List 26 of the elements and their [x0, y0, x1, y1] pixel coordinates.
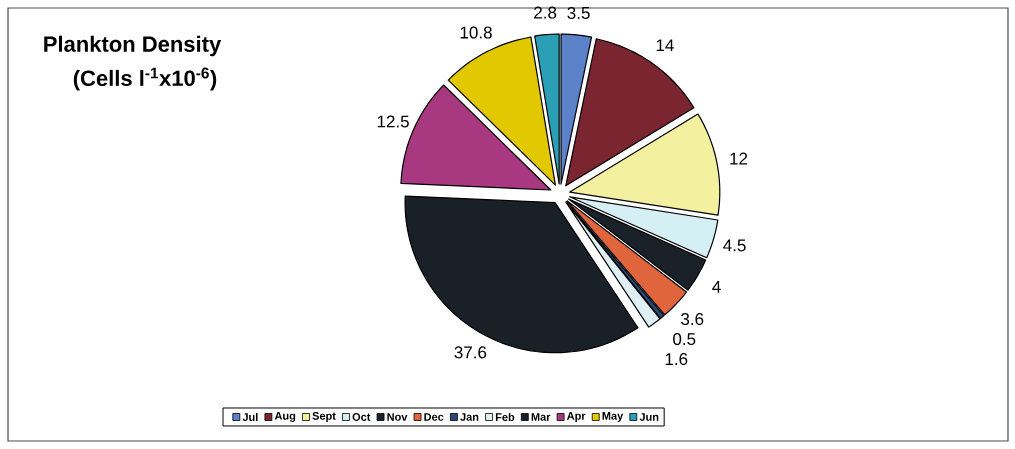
- data-label: 3.5: [567, 6, 590, 19]
- legend-label: May: [602, 412, 624, 422]
- data-label: 2.8: [534, 6, 557, 19]
- legend-label: Jun: [639, 413, 659, 421]
- data-label: 12: [730, 152, 748, 165]
- text: (Cells l$^{-1}$x10$^{-6}$): [73, 67, 217, 91]
- legend-label: Oct: [352, 413, 371, 421]
- data-label: 37.6: [454, 346, 487, 359]
- legend-label: Dec: [424, 413, 444, 421]
- legend-label: Feb: [495, 412, 515, 422]
- data-label: 4: [712, 280, 721, 293]
- legend-label: Mar: [531, 413, 551, 421]
- data-label: 3.6: [681, 313, 704, 326]
- legend-label: Sept: [312, 412, 336, 422]
- legend-label: Jul: [242, 412, 258, 422]
- data-label: 1.6: [665, 353, 688, 366]
- data-label: 12.5: [377, 115, 409, 128]
- data-label: 14: [656, 39, 674, 52]
- text: Plankton Density: [44, 35, 222, 57]
- data-label: 10.8: [460, 26, 492, 39]
- legend-label: Jan: [460, 413, 479, 421]
- data-label: 4.5: [723, 239, 746, 252]
- legend-label: Aug: [274, 412, 296, 422]
- legend-label: Apr: [566, 412, 586, 422]
- data-label: 0.5: [673, 333, 696, 346]
- legend-label: Nov: [387, 413, 408, 421]
